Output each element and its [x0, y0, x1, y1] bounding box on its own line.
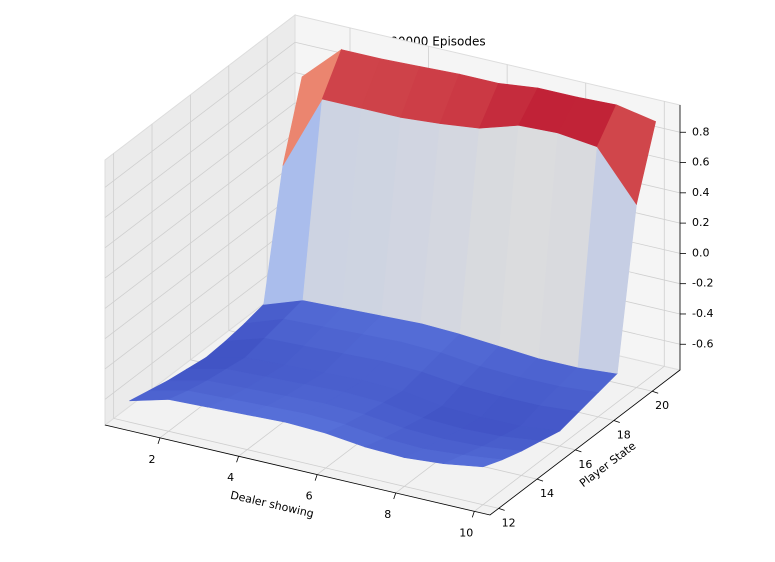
tick-mark [236, 456, 239, 463]
surface-face [443, 454, 503, 468]
tick-mark [575, 449, 582, 453]
y-tick-label: 18 [617, 429, 631, 442]
axis-line [104, 105, 681, 516]
grid-line [104, 163, 296, 309]
y-tick-label: 20 [655, 399, 669, 412]
z-tick-label: 0.4 [692, 186, 710, 199]
grid-line [104, 132, 296, 279]
y-tick-label: 12 [502, 516, 516, 529]
x-tick-label: 4 [227, 471, 234, 484]
tick-mark [652, 390, 659, 394]
x-axis-label: Dealer showing [229, 489, 315, 521]
grid-line [474, 366, 665, 512]
z-tick-label: -0.2 [692, 277, 713, 290]
x-tick-label: 2 [149, 453, 156, 466]
tick-mark [314, 474, 318, 481]
x-tick-label: 6 [306, 490, 313, 503]
tick-mark [393, 492, 397, 500]
tick-mark [613, 420, 620, 423]
tick-mark [157, 437, 161, 444]
z-tick-label: 0.2 [692, 216, 710, 229]
z-tick-label: 0.6 [692, 156, 710, 169]
grid-line [104, 253, 296, 400]
z-tick-label: -0.4 [692, 307, 713, 320]
x-tick-label: 8 [384, 508, 391, 521]
grid-line [104, 223, 296, 370]
tick-mark [536, 478, 544, 482]
y-tick-label: 14 [540, 487, 554, 500]
grid-line [104, 72, 296, 218]
surface-face [596, 104, 656, 206]
tick-mark [498, 508, 505, 511]
z-tick-label: -0.6 [692, 337, 713, 350]
tick-mark [471, 511, 475, 518]
grid-line [104, 102, 296, 249]
z-tick-label: 0.8 [692, 125, 710, 138]
y-tick-label: 16 [578, 458, 592, 471]
z-tick-label: 0.0 [692, 246, 710, 259]
grid-line [113, 418, 499, 509]
grid-line [104, 193, 296, 340]
x-tick-label: 10 [459, 526, 473, 539]
grid-line [104, 41, 296, 188]
